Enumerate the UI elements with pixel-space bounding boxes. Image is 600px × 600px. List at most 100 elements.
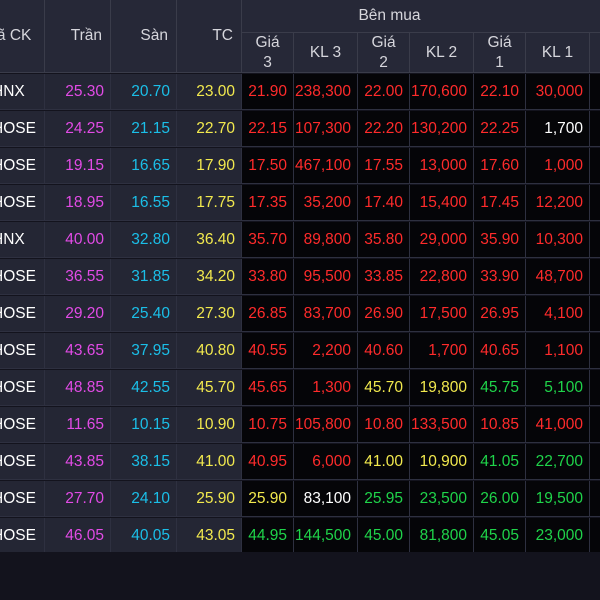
table-row[interactable]: HNX 40.00 32.80 36.40 35.70 89,800 35.80 29,000… xyxy=(0,222,600,259)
bid2-vol-cell-value: 22,800 xyxy=(419,267,467,285)
col-header-bid3-price[interactable]: Giá 3 xyxy=(242,33,294,73)
col-header-symbol[interactable]: Mã CK xyxy=(0,0,45,73)
table-row[interactable]: HOSE 24.25 21.15 22.70 22.15 107,300 22.20 130,… xyxy=(0,111,600,148)
symbol-cell: HOSE xyxy=(0,407,45,443)
floor-cell: 16.65 xyxy=(111,148,177,184)
ref-cell: 43.05 xyxy=(177,518,242,552)
bid3-price-cell-value: 40.95 xyxy=(248,452,287,470)
table-row[interactable]: HOSE 19.15 16.65 17.90 17.50 467,100 17.55 13,0… xyxy=(0,148,600,185)
symbol-cell-value: HOSE xyxy=(0,452,36,470)
symbol-cell-value: HOSE xyxy=(0,489,36,507)
ref-cell-value: 41.00 xyxy=(196,452,235,470)
bid1-price-cell: 33.90 xyxy=(474,259,526,295)
bid2-price-cell-value: 41.00 xyxy=(364,452,403,470)
bid1-vol-cell-value: 1,700 xyxy=(544,119,583,137)
ceiling-cell-value: 43.65 xyxy=(65,341,104,359)
symbol-cell-value: HOSE xyxy=(0,526,36,544)
symbol-cell-value: HOSE xyxy=(0,415,36,433)
col-header-bid2-price[interactable]: Giá 2 xyxy=(358,33,410,73)
bid1-price-cell-value: 26.95 xyxy=(480,304,519,322)
table-row[interactable]: HOSE 46.05 40.05 43.05 44.95 144,500 45.00 81,8… xyxy=(0,518,600,552)
col-header-next xyxy=(590,33,600,73)
bid2-vol-cell-value: 1,700 xyxy=(428,341,467,359)
bid3-vol-cell: 107,300 xyxy=(294,111,358,147)
bid1-vol-cell: 1,100 xyxy=(526,333,590,369)
next-col-cell xyxy=(590,444,600,480)
bid1-vol-cell: 23,000 xyxy=(526,518,590,552)
bid2-vol-cell-value: 130,200 xyxy=(410,119,467,137)
col-header-floor-label: Sàn xyxy=(140,27,168,44)
ref-cell-value: 10.90 xyxy=(196,415,235,433)
symbol-cell-value: HOSE xyxy=(0,304,36,322)
col-header-bid3-vol[interactable]: KL 3 xyxy=(294,33,358,73)
floor-cell-value: 38.15 xyxy=(131,452,170,470)
next-col-cell xyxy=(590,518,600,552)
col-header-bid1-vol[interactable]: KL 1 xyxy=(526,33,590,73)
next-col-cell xyxy=(590,148,600,184)
ceiling-cell-value: 43.85 xyxy=(65,452,104,470)
table-row[interactable]: HOSE 43.85 38.15 41.00 40.95 6,000 41.00 10,900… xyxy=(0,444,600,481)
bid3-vol-cell-value: 2,200 xyxy=(312,341,351,359)
bid3-vol-cell: 83,700 xyxy=(294,296,358,332)
col-header-ref[interactable]: TC xyxy=(177,0,242,73)
bid3-price-cell: 44.95 xyxy=(242,518,294,552)
bid1-vol-cell: 4,100 xyxy=(526,296,590,332)
bid2-vol-cell-value: 15,400 xyxy=(419,193,467,211)
next-col-cell xyxy=(590,111,600,147)
bid3-vol-cell: 2,200 xyxy=(294,333,358,369)
bid3-price-cell-value: 10.75 xyxy=(248,415,287,433)
floor-cell: 16.55 xyxy=(111,185,177,221)
ceiling-cell-value: 18.95 xyxy=(65,193,104,211)
table-row[interactable]: HOSE 11.65 10.15 10.90 10.75 105,800 10.80 133,… xyxy=(0,407,600,444)
bid1-price-cell: 35.90 xyxy=(474,222,526,258)
bid1-price-cell: 26.00 xyxy=(474,481,526,517)
bid1-vol-cell: 12,200 xyxy=(526,185,590,221)
bid3-price-cell: 35.70 xyxy=(242,222,294,258)
bid3-vol-cell: 238,300 xyxy=(294,74,358,110)
ref-cell: 40.80 xyxy=(177,333,242,369)
bid1-vol-cell-value: 19,500 xyxy=(535,489,583,507)
ceiling-cell: 46.05 xyxy=(45,518,111,552)
col-header-bid1-price[interactable]: Giá 1 xyxy=(474,33,526,73)
table-row[interactable]: HOSE 29.20 25.40 27.30 26.85 83,700 26.90 17,50… xyxy=(0,296,600,333)
table-row[interactable]: HOSE 36.55 31.85 34.20 33.80 95,500 33.85 22,80… xyxy=(0,259,600,296)
table-row[interactable]: HNX 25.30 20.70 23.00 21.90 238,300 22.00 170,6… xyxy=(0,74,600,111)
col-header-bid2-vol-label: KL 2 xyxy=(425,43,458,61)
bid2-vol-cell-value: 10,900 xyxy=(419,452,467,470)
bid1-vol-cell: 10,300 xyxy=(526,222,590,258)
col-header-floor[interactable]: Sàn xyxy=(111,0,177,73)
bid3-vol-cell: 105,800 xyxy=(294,407,358,443)
symbol-cell-value: HOSE xyxy=(0,341,36,359)
bid1-vol-cell-value: 1,100 xyxy=(544,341,583,359)
bid2-vol-cell: 1,700 xyxy=(410,333,474,369)
bid1-vol-cell-value: 48,700 xyxy=(535,267,583,285)
bid2-vol-cell-value: 29,000 xyxy=(419,230,467,248)
table-row[interactable]: HOSE 18.95 16.55 17.75 17.35 35,200 17.40 15,40… xyxy=(0,185,600,222)
ref-cell: 25.90 xyxy=(177,481,242,517)
ref-cell: 17.75 xyxy=(177,185,242,221)
bid3-vol-cell-value: 83,100 xyxy=(303,489,351,507)
floor-cell: 37.95 xyxy=(111,333,177,369)
ref-cell: 22.70 xyxy=(177,111,242,147)
table-row[interactable]: HOSE 48.85 42.55 45.70 45.65 1,300 45.70 19,800… xyxy=(0,370,600,407)
col-header-bid2-vol[interactable]: KL 2 xyxy=(410,33,474,73)
col-header-ceiling[interactable]: Trần xyxy=(45,0,111,73)
col-header-ceiling-label: Trần xyxy=(70,27,102,44)
bid3-vol-cell: 144,500 xyxy=(294,518,358,552)
bid1-price-cell-value: 22.10 xyxy=(480,82,519,100)
ref-cell-value: 25.90 xyxy=(196,489,235,507)
ref-cell-value: 17.90 xyxy=(196,156,235,174)
floor-cell: 32.80 xyxy=(111,222,177,258)
bid2-price-cell: 33.85 xyxy=(358,259,410,295)
bid2-price-cell: 25.95 xyxy=(358,481,410,517)
bid1-price-cell: 26.95 xyxy=(474,296,526,332)
bid3-vol-cell-value: 89,800 xyxy=(303,230,351,248)
bid3-price-cell: 17.50 xyxy=(242,148,294,184)
bid1-vol-cell-value: 12,200 xyxy=(535,193,583,211)
bid3-vol-cell: 467,100 xyxy=(294,148,358,184)
table-row[interactable]: HOSE 27.70 24.10 25.90 25.90 83,100 25.95 23,50… xyxy=(0,481,600,518)
bid2-vol-cell-value: 17,500 xyxy=(419,304,467,322)
ceiling-cell: 18.95 xyxy=(45,185,111,221)
bid3-price-cell-value: 21.90 xyxy=(248,82,287,100)
table-row[interactable]: HOSE 43.65 37.95 40.80 40.55 2,200 40.60 1,700 4… xyxy=(0,333,600,370)
